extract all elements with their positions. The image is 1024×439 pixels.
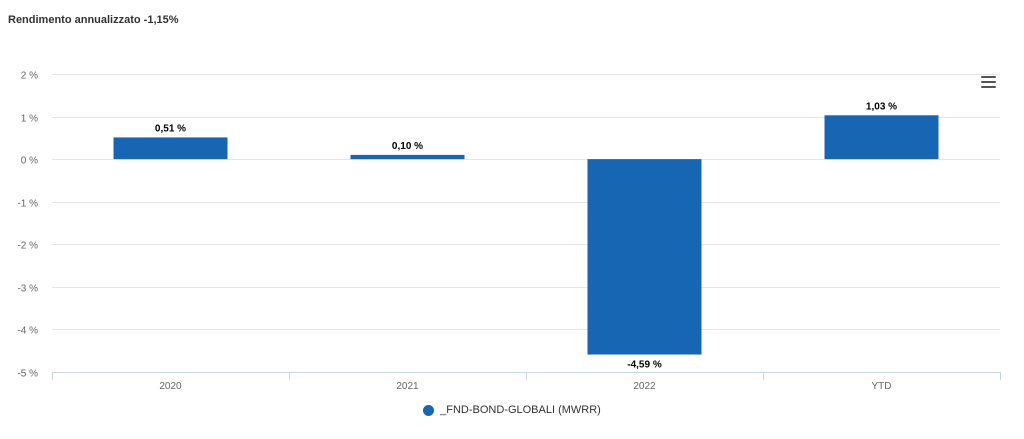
data-label: 0,10 %	[392, 141, 423, 152]
x-tick-label: YTD	[872, 381, 892, 392]
y-tick-label: 2 %	[21, 71, 38, 82]
legend-label: _FND-BOND-GLOBALI (MWRR)	[440, 404, 601, 416]
bar-chart: 2 % 1 % 0 % -1 % -2 % -3 % -4 % -5 % 0,51 % 0,10…	[17, 71, 1001, 392]
legend: _FND-BOND-GLOBALI (MWRR)	[0, 404, 1024, 419]
data-label: 1,03 %	[866, 101, 897, 112]
y-tick-label: -4 %	[17, 326, 38, 337]
y-tick-label: -1 %	[17, 199, 38, 210]
y-tick-label: -5 %	[17, 369, 38, 380]
y-axis-ticks: 2 % 1 % 0 % -1 % -2 % -3 % -4 % -5 %	[17, 71, 38, 380]
bars	[113, 115, 939, 355]
data-label: -4,59 %	[627, 360, 662, 371]
legend-item[interactable]: _FND-BOND-GLOBALI (MWRR)	[423, 404, 601, 416]
x-axis: 2020 2021 2022 YTD	[52, 372, 1001, 392]
bar	[350, 154, 465, 160]
grid-lines	[52, 74, 1000, 330]
legend-marker-icon	[423, 404, 435, 416]
y-tick-label: -2 %	[17, 241, 38, 252]
data-labels: 0,51 % 0,10 % -4,59 % 1,03 %	[155, 101, 897, 370]
y-tick-label: 0 %	[21, 156, 38, 167]
x-tick-label: 2020	[159, 381, 182, 392]
y-tick-label: 1 %	[21, 114, 38, 125]
bar	[113, 137, 228, 160]
data-label: 0,51 %	[155, 123, 186, 134]
chart-title: Rendimento annualizzato -1,15%	[8, 14, 179, 26]
bar	[824, 115, 939, 160]
bar	[587, 159, 702, 355]
x-tick-label: 2022	[633, 381, 656, 392]
hamburger-menu-icon[interactable]	[978, 76, 998, 94]
x-tick-label: 2021	[396, 381, 419, 392]
y-tick-label: -3 %	[17, 284, 38, 295]
